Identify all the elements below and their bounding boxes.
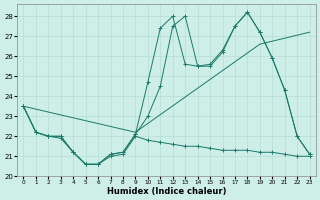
X-axis label: Humidex (Indice chaleur): Humidex (Indice chaleur) [107,187,226,196]
